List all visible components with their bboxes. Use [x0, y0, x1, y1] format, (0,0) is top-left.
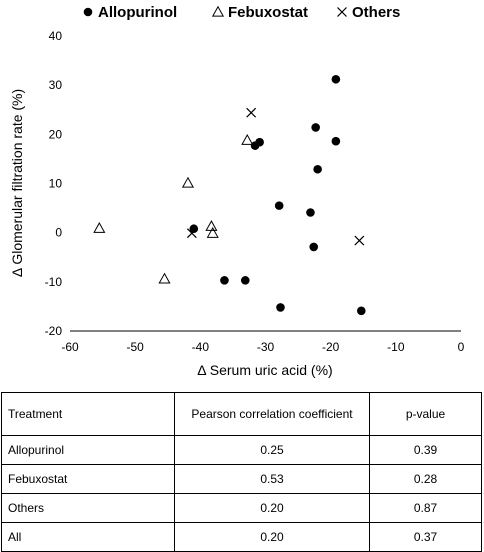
table-header-row: Treatment Pearson correlation coefficien…: [1, 392, 482, 436]
x-tick-label: -20: [322, 340, 340, 354]
y-tick-label: 0: [55, 226, 62, 240]
cell-treatment: Others: [1, 493, 175, 523]
data-point-febuxostat: [158, 272, 171, 284]
cell-pearson: 0.53: [174, 464, 370, 494]
data-point-febuxostat: [93, 222, 106, 233]
y-tick-label: 20: [49, 127, 63, 141]
legend-marker-febuxostat: [211, 5, 225, 17]
y-tick-label: 30: [49, 78, 63, 92]
table-row: All 0.20 0.37: [1, 522, 482, 552]
data-point-allopurinol: [309, 242, 319, 252]
chart-legend: Allopurinol Febuxostat Others: [83, 4, 400, 21]
header-treatment: Treatment: [1, 392, 175, 436]
cell-treatment: All: [1, 522, 175, 552]
cell-p-value: 0.37: [369, 522, 482, 552]
cell-pearson: 0.20: [174, 493, 370, 523]
cell-pearson: 0.25: [174, 435, 370, 465]
data-point-febuxostat: [206, 226, 219, 238]
data-point-allopurinol: [274, 201, 284, 210]
data-point-febuxostat: [181, 176, 195, 188]
header-pearson: Pearson correlation coefficient: [174, 392, 370, 436]
data-point-allopurinol: [313, 164, 322, 174]
data-points: [93, 74, 366, 316]
legend-label-others: Others: [352, 4, 400, 21]
legend-item-others: Others: [337, 4, 400, 21]
y-tick-label: 40: [49, 29, 63, 43]
x-tick-label: 0: [458, 340, 465, 354]
x-tick-label: -30: [257, 340, 275, 354]
legend-marker-allopurinol: [83, 7, 93, 17]
data-point-febuxostat: [205, 220, 218, 231]
cell-p-value: 0.28: [369, 464, 482, 494]
cell-treatment: Allopurinol: [1, 435, 175, 465]
legend-marker-others: [337, 7, 347, 17]
data-point-others: [354, 235, 365, 246]
cell-p-value: 0.39: [369, 435, 482, 465]
data-point-others: [246, 107, 257, 118]
legend-label-febuxostat: Febuxostat: [228, 4, 308, 21]
x-tick-label: -40: [192, 340, 210, 354]
cell-p-value: 0.87: [369, 493, 482, 523]
y-tick-label: -10: [45, 275, 63, 289]
correlation-table: Treatment Pearson correlation coefficien…: [1, 392, 482, 552]
tick-labels: -60 -50 -40 -30 -20 -10 0 -20 -10 0 10 20 30 40: [45, 29, 465, 354]
legend-item-febuxostat: Febuxostat: [211, 4, 308, 21]
y-tick-label: -20: [45, 324, 63, 338]
data-point-allopurinol: [331, 74, 341, 84]
cell-pearson: 0.20: [174, 522, 370, 552]
data-point-others: [186, 228, 197, 239]
legend-label-allopurinol: Allopurinol: [98, 4, 177, 21]
y-axis-label: Δ Glomerular filtration rate (%): [9, 89, 25, 277]
header-p-value: p-value: [369, 392, 482, 436]
cell-treatment: Febuxostat: [1, 464, 175, 494]
y-tick-label: 10: [49, 177, 63, 191]
data-point-febuxostat: [241, 134, 254, 145]
data-point-allopurinol: [220, 276, 229, 285]
table-row: Allopurinol 0.25 0.39: [1, 435, 482, 465]
data-point-allopurinol: [189, 224, 199, 234]
x-tick-label: -60: [61, 340, 79, 354]
table-row: Others 0.20 0.87: [1, 493, 482, 523]
data-point-allopurinol: [255, 137, 264, 147]
x-axis-label: Δ Serum uric acid (%): [197, 362, 332, 378]
legend-item-allopurinol: Allopurinol: [83, 4, 177, 21]
data-point-allopurinol: [331, 136, 341, 146]
data-point-allopurinol: [356, 306, 366, 316]
data-point-allopurinol: [276, 303, 285, 312]
x-tick-label: -10: [387, 340, 405, 354]
data-point-allopurinol: [311, 123, 320, 132]
table-row: Febuxostat 0.53 0.28: [1, 464, 482, 494]
data-point-allopurinol: [306, 208, 315, 217]
data-point-allopurinol: [240, 276, 250, 285]
scatter-chart: Allopurinol Febuxostat Others -60 -50 -40 -30…: [9, 4, 465, 378]
x-tick-label: -50: [126, 340, 144, 354]
